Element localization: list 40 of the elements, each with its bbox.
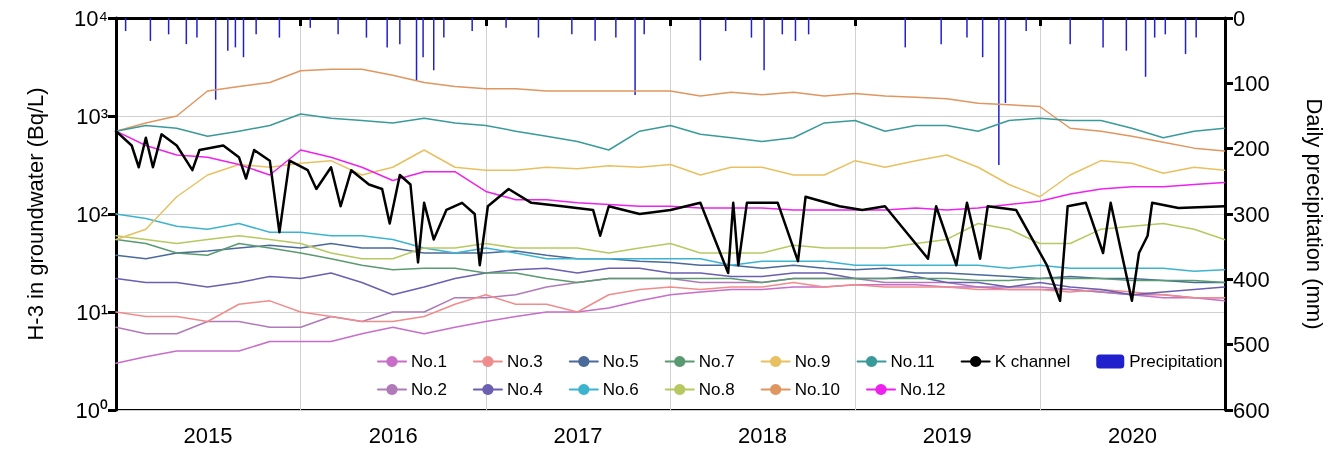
legend-label: No.7: [698, 352, 735, 371]
y-tick-label: 10²: [76, 201, 108, 227]
y-tick-label: 10⁴: [74, 5, 108, 31]
x-tick-label: 2015: [183, 422, 233, 448]
x-tick-label: 2019: [922, 422, 972, 448]
legend-label: Precipitation: [1129, 352, 1223, 371]
y-tick-label: 10¹: [76, 299, 108, 325]
legend-label: No.1: [411, 352, 447, 371]
x-tick-label: 2020: [1107, 422, 1157, 448]
x-tick-label: 2017: [553, 422, 603, 448]
legend-label: No.8: [698, 380, 735, 399]
y-axis-title: H-3 in groundwater (Bq/L): [22, 87, 48, 341]
y2-axis-title: Daily precipitation (mm): [1301, 98, 1327, 330]
line-series: [115, 267, 1226, 296]
legend-label: No.9: [794, 352, 831, 371]
legend-label: No.3: [506, 352, 543, 371]
x-tick-label: 2016: [368, 422, 418, 448]
legend-label: No.2: [411, 380, 447, 399]
y2-tick-label: 600: [1233, 397, 1270, 423]
y2-tick-label: 400: [1233, 266, 1270, 292]
line-series: [115, 281, 1226, 323]
x-tick-label: 2018: [738, 422, 788, 448]
legend-label: No.4: [506, 380, 543, 399]
y2-tick-label: 100: [1233, 70, 1270, 96]
line-series: [115, 213, 1226, 273]
y2-tick-label: 300: [1233, 201, 1270, 227]
y-tick-label: 10⁰: [75, 397, 108, 423]
line-series: [115, 149, 1226, 241]
legend-label: No.5: [602, 352, 639, 371]
legend-label: No.11: [890, 352, 935, 371]
legend-label: No.10: [794, 380, 841, 399]
legend-label: No.12: [900, 380, 946, 399]
y2-tick-label: 0: [1233, 5, 1246, 31]
line-series: [115, 113, 1226, 151]
y2-tick-label: 200: [1233, 136, 1270, 162]
line-series: [115, 222, 1226, 260]
legend-label: No.6: [602, 380, 639, 399]
y2-tick-label: 500: [1233, 332, 1270, 358]
legend-label: K channel: [994, 352, 1071, 371]
y-tick-label: 10³: [76, 103, 108, 129]
